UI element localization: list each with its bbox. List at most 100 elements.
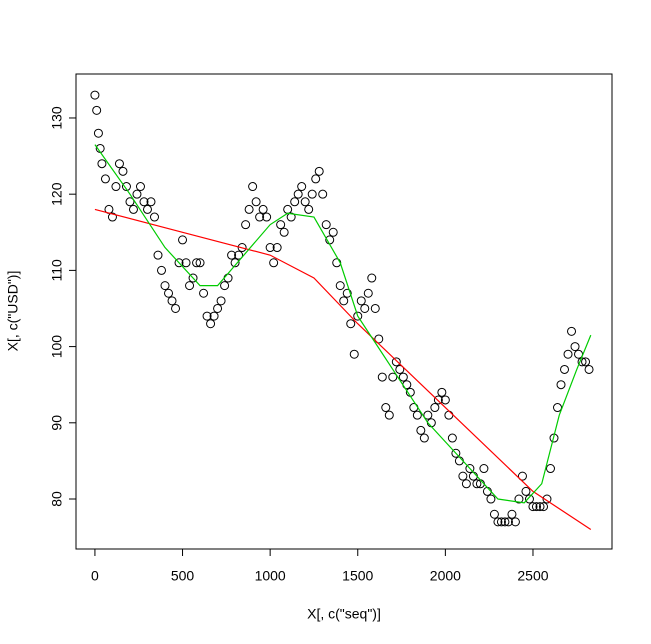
point <box>248 182 258 192</box>
point <box>206 319 216 329</box>
point <box>237 243 247 253</box>
point <box>195 258 205 268</box>
point <box>510 517 520 527</box>
point <box>412 410 422 420</box>
point <box>202 311 212 321</box>
point <box>153 250 163 260</box>
point <box>93 128 103 138</box>
point <box>521 486 531 496</box>
point <box>444 410 454 420</box>
point <box>216 296 226 306</box>
point <box>570 342 580 352</box>
point <box>199 288 209 298</box>
point <box>300 197 310 207</box>
point <box>132 189 142 199</box>
point <box>167 296 177 306</box>
point <box>90 90 100 100</box>
point <box>388 372 398 382</box>
point <box>556 380 566 390</box>
point <box>384 410 394 420</box>
point <box>174 258 184 268</box>
point <box>374 334 384 344</box>
point <box>160 281 170 291</box>
x-axis-label: X[, c("seq")] <box>307 606 381 622</box>
point <box>360 303 370 313</box>
point <box>423 410 433 420</box>
point <box>514 494 524 504</box>
point <box>304 204 314 214</box>
point <box>146 197 156 207</box>
point <box>370 303 380 313</box>
point <box>128 204 138 214</box>
point <box>241 220 251 230</box>
point <box>479 464 489 474</box>
point <box>356 296 366 306</box>
point <box>164 288 174 298</box>
point <box>142 204 152 214</box>
point <box>311 174 321 184</box>
point <box>461 479 471 489</box>
point <box>458 471 468 481</box>
y-axis-label: X[, c("USD")] <box>5 271 21 352</box>
point <box>398 372 408 382</box>
point <box>535 502 545 512</box>
point <box>524 494 534 504</box>
point <box>139 197 149 207</box>
point <box>391 357 401 367</box>
point <box>332 258 342 268</box>
point <box>416 425 426 435</box>
point <box>447 433 457 443</box>
x-tick-label: 500 <box>171 568 195 584</box>
point <box>272 243 282 253</box>
y-tick-label: 90 <box>49 415 65 431</box>
point <box>542 494 552 504</box>
point <box>209 311 219 321</box>
point <box>230 258 240 268</box>
point <box>107 212 117 222</box>
point <box>227 250 237 260</box>
point <box>328 227 338 237</box>
point <box>419 433 429 443</box>
point <box>118 166 128 176</box>
point <box>349 349 359 359</box>
point <box>293 189 303 199</box>
point <box>111 182 121 192</box>
point <box>121 182 131 192</box>
y-tick-label: 120 <box>49 182 65 206</box>
point <box>100 174 110 184</box>
point <box>223 273 233 283</box>
point <box>517 471 527 481</box>
point <box>244 204 254 214</box>
point <box>433 395 443 405</box>
point <box>440 395 450 405</box>
point <box>283 204 293 214</box>
point <box>220 281 230 291</box>
point <box>188 273 198 283</box>
point <box>314 166 324 176</box>
point <box>213 303 223 313</box>
point <box>472 479 482 489</box>
x-tick-label: 2500 <box>517 568 548 584</box>
point <box>279 227 289 237</box>
point <box>503 517 513 527</box>
point <box>269 258 279 268</box>
point <box>437 387 447 397</box>
point <box>538 502 548 512</box>
point <box>507 509 517 519</box>
point <box>377 372 387 382</box>
point <box>545 464 555 474</box>
point <box>125 197 135 207</box>
point <box>531 502 541 512</box>
y-tick-label: 80 <box>49 491 65 507</box>
x-tick-label: 1000 <box>255 568 286 584</box>
point <box>157 265 167 275</box>
point <box>486 494 496 504</box>
point <box>430 403 440 413</box>
point <box>451 448 461 458</box>
point <box>149 212 159 222</box>
point <box>500 517 510 527</box>
point <box>553 403 563 413</box>
point <box>321 220 331 230</box>
point <box>363 288 373 298</box>
